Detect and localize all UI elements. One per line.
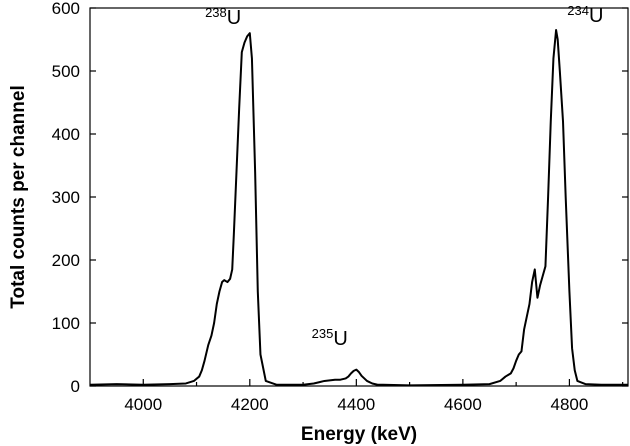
peak-element-symbol: U bbox=[227, 7, 241, 29]
y-axis-title: Total counts per channel bbox=[8, 85, 29, 308]
y-axis-ticks: 0 100 200 300 400 500 600 bbox=[52, 0, 628, 396]
y-tick-label: 300 bbox=[52, 188, 80, 207]
y-tick-label: 200 bbox=[52, 251, 80, 270]
peak-label-234U: 234U bbox=[567, 3, 603, 27]
x-tick-label: 4400 bbox=[337, 395, 375, 414]
peak-mass-number: 235 bbox=[312, 326, 334, 341]
x-tick-label: 4000 bbox=[124, 395, 162, 414]
x-tick-label: 4800 bbox=[550, 395, 588, 414]
y-tick-label: 400 bbox=[52, 125, 80, 144]
y-tick-label: 100 bbox=[52, 314, 80, 333]
x-axis-ticks: 4000 4200 4400 4600 4800 bbox=[124, 379, 624, 414]
peak-label-238U: 238U bbox=[205, 5, 241, 29]
y-tick-label: 0 bbox=[71, 377, 80, 396]
peak-mass-number: 238 bbox=[205, 5, 227, 20]
peak-label-235U: 235U bbox=[312, 326, 348, 350]
peak-element-symbol: U bbox=[333, 328, 347, 350]
x-tick-label: 4200 bbox=[231, 395, 269, 414]
peak-element-symbol: U bbox=[589, 5, 603, 27]
series-line bbox=[89, 29, 628, 387]
y-tick-label: 600 bbox=[52, 0, 80, 18]
x-axis-title: Energy (keV) bbox=[301, 424, 417, 445]
y-tick-label: 500 bbox=[52, 62, 80, 81]
x-tick-label: 4600 bbox=[444, 395, 482, 414]
peak-mass-number: 234 bbox=[567, 3, 589, 18]
